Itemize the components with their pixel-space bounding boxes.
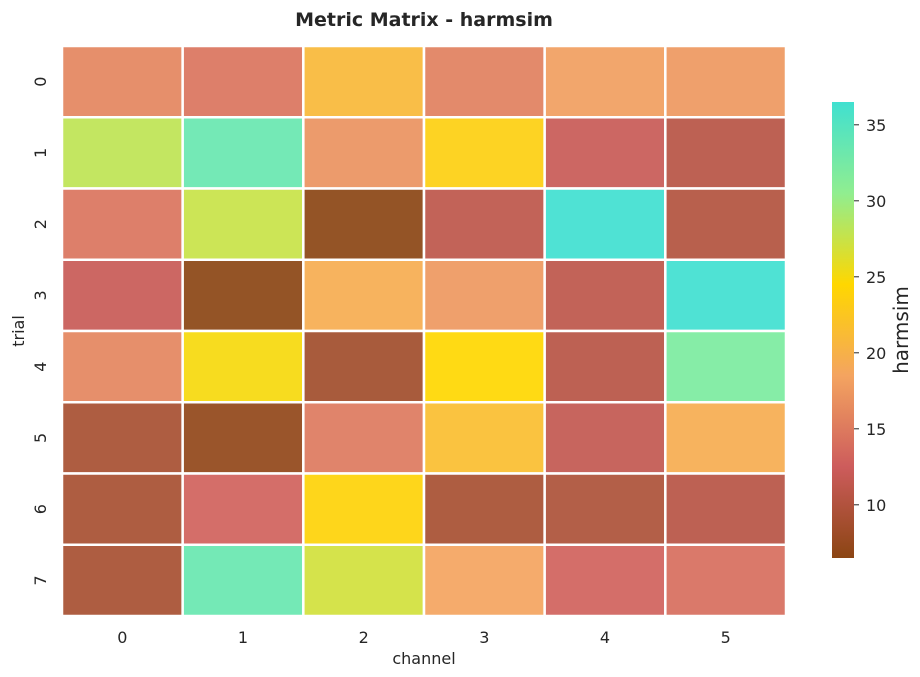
heatmap-cell-r6-c1 (181, 472, 305, 546)
heatmap-cell-r0-c1 (181, 44, 305, 119)
y-tick-label: 1 (31, 148, 50, 158)
x-tick-label: 2 (359, 628, 369, 647)
heatmap-cell-r7-c0 (60, 543, 184, 618)
x-tick-label: 1 (238, 628, 248, 647)
colorbar-label: harmsim (889, 286, 913, 374)
heatmap-cell-r3-c2 (302, 258, 426, 333)
colorbar (832, 102, 854, 558)
y-tick-label: 4 (31, 362, 50, 372)
x-tick-label: 4 (600, 628, 610, 647)
heatmap-cell-r0-c5 (664, 44, 788, 119)
heatmap-cell-r7-c5 (664, 543, 788, 618)
heatmap-cells (60, 44, 788, 618)
heatmap-cell-r2-c1 (181, 187, 305, 261)
y-tick-label: 2 (31, 219, 50, 229)
heatmap-cell-r0-c0 (60, 44, 184, 119)
heatmap-cell-r5-c5 (664, 401, 788, 475)
heatmap-cell-r3-c3 (422, 258, 546, 333)
heatmap-cell-r5-c1 (181, 401, 305, 475)
heatmap-cell-r0-c4 (543, 44, 667, 119)
heatmap-cell-r5-c3 (422, 401, 546, 475)
heatmap-cell-r2-c5 (664, 187, 788, 261)
colorbar-tick-label: 30 (866, 192, 886, 211)
heatmap-cell-r4-c1 (181, 329, 305, 404)
y-tick-label: 7 (31, 575, 50, 585)
colorbar-tick-label: 15 (866, 420, 886, 439)
colorbar-ticks: 10 15 20 25 30 35 (854, 116, 886, 515)
heatmap-cell-r0-c3 (422, 44, 546, 119)
y-tick-labels: 0 1 2 3 4 5 6 7 (31, 77, 50, 586)
y-tick-label: 6 (31, 504, 50, 514)
heatmap-cell-r2-c0 (60, 187, 184, 261)
heatmap-cell-r6-c3 (422, 472, 546, 546)
x-axis-label: channel (392, 649, 455, 668)
heatmap-cell-r4-c3 (422, 329, 546, 404)
heatmap-cell-r4-c0 (60, 329, 184, 404)
heatmap-cell-r0-c2 (302, 44, 426, 119)
y-tick-label: 5 (31, 433, 50, 443)
y-axis-label: trial (9, 315, 28, 347)
heatmap-cell-r2-c3 (422, 187, 546, 261)
heatmap-cell-r3-c4 (543, 258, 667, 333)
heatmap-cell-r4-c2 (302, 329, 426, 404)
y-tick-label: 0 (31, 77, 50, 87)
heatmap-cell-r6-c0 (60, 472, 184, 546)
heatmap-cell-r4-c4 (543, 329, 667, 404)
heatmap-cell-r4-c5 (664, 329, 788, 404)
heatmap-cell-r3-c5 (664, 258, 788, 333)
heatmap-cell-r7-c3 (422, 543, 546, 618)
x-tick-label: 0 (117, 628, 127, 647)
heatmap-cell-r1-c3 (422, 116, 546, 190)
colorbar-tick-label: 20 (866, 344, 886, 363)
heatmap-cell-r1-c4 (543, 116, 667, 190)
heatmap-cell-r3-c1 (181, 258, 305, 333)
y-tick-label: 3 (31, 290, 50, 300)
x-tick-label: 5 (721, 628, 731, 647)
x-tick-label: 3 (479, 628, 489, 647)
heatmap-cell-r3-c0 (60, 258, 184, 333)
heatmap-cell-r1-c0 (60, 116, 184, 190)
heatmap-cell-r5-c0 (60, 401, 184, 475)
colorbar-tick-label: 10 (866, 496, 886, 515)
heatmap-cell-r6-c4 (543, 472, 667, 546)
heatmap-cell-r1-c2 (302, 116, 426, 190)
heatmap-cell-r7-c2 (302, 543, 426, 618)
chart-title: Metric Matrix - harmsim (295, 9, 553, 31)
heatmap-cell-r5-c2 (302, 401, 426, 475)
heatmap-cell-r7-c4 (543, 543, 667, 618)
heatmap-cell-r1-c1 (181, 116, 305, 190)
colorbar-tick-label: 25 (866, 268, 886, 287)
x-tick-labels: 0 1 2 3 4 5 (117, 628, 731, 647)
heatmap-cell-r2-c2 (302, 187, 426, 261)
heatmap-cell-r7-c1 (181, 543, 305, 618)
heatmap-cell-r1-c5 (664, 116, 788, 190)
heatmap-cell-r5-c4 (543, 401, 667, 475)
heatmap-cell-r6-c5 (664, 472, 788, 546)
heatmap-cell-r2-c4 (543, 187, 667, 261)
colorbar-tick-label: 35 (866, 116, 886, 135)
heatmap-cell-r6-c2 (302, 472, 426, 546)
